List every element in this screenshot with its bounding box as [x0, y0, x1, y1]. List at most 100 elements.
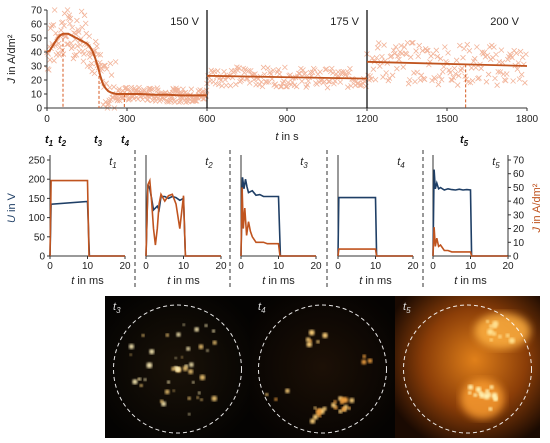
scatter-point: [469, 77, 476, 84]
scatter-point: [304, 82, 311, 88]
discharge-spot: [312, 414, 319, 420]
scatter-point: [379, 53, 385, 60]
scatter-point: [370, 66, 377, 72]
scatter-point: [71, 30, 77, 36]
scatter-point: [69, 24, 76, 31]
scatter-point: [66, 12, 73, 18]
discharge-spot: [505, 333, 510, 338]
discharge-spot: [196, 396, 200, 399]
discharge-spot: [367, 358, 373, 364]
scatter-point: [258, 79, 265, 85]
scatter-point: [222, 76, 228, 83]
scatter-point: [435, 81, 442, 88]
scatter-point: [87, 63, 94, 70]
scatter-point: [223, 82, 229, 89]
discharge-spot: [165, 333, 170, 337]
scatter-point: [233, 81, 239, 88]
scatter-point: [484, 52, 491, 59]
scatter-point: [105, 102, 111, 108]
panel-x-tick-label: 20: [310, 261, 322, 272]
top-x-tick-label: 1200: [356, 114, 379, 125]
discharge-spot: [175, 366, 180, 372]
scatter-point: [51, 57, 57, 64]
scatter-point: [374, 45, 381, 51]
scatter-point: [141, 86, 147, 93]
scatter-point: [82, 20, 89, 27]
panel-label: t5: [492, 156, 500, 170]
scatter-point: [439, 68, 446, 75]
scatter-point: [418, 72, 425, 79]
scatter-point: [495, 69, 501, 75]
scatter-point: [390, 47, 397, 54]
discharge-spot: [322, 332, 328, 339]
u-axis-tick-label: 150: [28, 194, 45, 205]
panel-x-axis-label: t in ms: [167, 275, 200, 287]
discharge-spot: [479, 392, 485, 399]
discharge-spot: [475, 386, 482, 393]
discharge-spot: [182, 323, 186, 327]
discharge-spot: [306, 341, 313, 348]
scatter-point: [457, 42, 463, 49]
scatter-point: [55, 40, 62, 47]
scatter-point: [493, 51, 499, 58]
discharge-spot: [316, 340, 320, 344]
scatter-point: [416, 42, 423, 49]
discharge-spot: [265, 393, 269, 397]
scatter-point: [270, 67, 276, 74]
discharge-spot: [309, 418, 316, 424]
scatter-point: [419, 47, 426, 54]
voltage-line: [337, 196, 413, 257]
discharge-spot: [362, 354, 367, 359]
discharge-spot: [489, 338, 493, 342]
scatter-point: [375, 40, 382, 46]
scatter-point: [148, 86, 155, 93]
scatter-point: [284, 83, 290, 90]
scatter-point: [67, 20, 73, 27]
top-y-axis-label: J in A/dm²: [6, 34, 18, 84]
discharge-spot: [182, 365, 188, 372]
discharge-spot: [206, 349, 209, 352]
scatter-point: [278, 83, 285, 90]
scatter-point: [421, 76, 428, 83]
scatter-point: [60, 19, 66, 25]
panel-x-tick-label: 20: [119, 261, 131, 272]
scatter-point: [80, 48, 86, 55]
discharge-spot: [199, 374, 206, 381]
scatter-point: [80, 58, 87, 65]
panel-x-tick-label: 10: [273, 261, 285, 272]
discharge-glow: [474, 313, 531, 349]
scatter-point: [451, 65, 458, 72]
panel-x-tick-label: 20: [502, 261, 514, 272]
scatter-point: [363, 83, 369, 90]
scatter-point: [438, 76, 445, 83]
scatter-point: [395, 53, 401, 59]
scatter-point: [132, 87, 139, 93]
scatter-point: [307, 69, 314, 76]
panel-x-tick-label: 0: [238, 261, 244, 272]
discharge-spot: [194, 327, 200, 332]
panel-x-tick-label: 10: [82, 261, 94, 272]
panel-x-tick-label: 0: [430, 261, 436, 272]
scatter-point: [94, 43, 100, 49]
scatter-point: [305, 78, 312, 84]
discharge-spot: [333, 399, 337, 404]
u-axis-tick-label: 50: [34, 232, 46, 243]
scatter-point: [56, 52, 63, 58]
current-density-line: [145, 177, 221, 257]
scatter-point: [91, 70, 98, 77]
discharge-spot: [285, 388, 290, 394]
scatter-point: [466, 48, 473, 54]
scatter-point: [50, 22, 57, 28]
discharge-spot: [171, 366, 176, 372]
current-density-line: [240, 187, 316, 257]
oscillogram-panel: 0 10 20 t in ms: [238, 155, 322, 287]
scatter-point: [377, 63, 383, 69]
discharge-spot: [186, 346, 191, 351]
scatter-point: [53, 30, 59, 37]
scatter-point: [92, 38, 99, 45]
panel-x-tick-label: 0: [335, 261, 341, 272]
scatter-point: [51, 7, 58, 13]
scatter-point: [115, 88, 122, 94]
scatter-point: [48, 22, 55, 29]
